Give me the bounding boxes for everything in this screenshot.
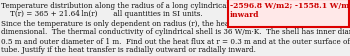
Text: dimensional.  The thermal conductivity of cylindrical shell is 36 W/m·K.  The sh: dimensional. The thermal conductivity of… — [1, 28, 350, 36]
Text: inward: inward — [230, 11, 259, 19]
Text: Since the temperature is only dependent on radius (r), the heat transfer in this: Since the temperature is only dependent … — [1, 19, 350, 27]
FancyBboxPatch shape — [228, 0, 349, 27]
Text: T(r) = 365 + 21.64 ln(r)       all quantities in SI units.: T(r) = 365 + 21.64 ln(r) all quantities … — [10, 10, 203, 18]
Text: 0.5 m and outer diameter of 1 m.  Find out the heat flux at r = 0.3 m and at the: 0.5 m and outer diameter of 1 m. Find ou… — [1, 37, 350, 45]
Text: -2596.8 W/m2; -1558.1 W/m2;: -2596.8 W/m2; -1558.1 W/m2; — [230, 2, 350, 10]
Text: tube. Justify if the heat transfer is radially outward or radially inward.: tube. Justify if the heat transfer is ra… — [1, 46, 256, 54]
Text: Temperature distribution along the radius of a long cylindrical shell was found : Temperature distribution along the radiu… — [1, 1, 308, 9]
